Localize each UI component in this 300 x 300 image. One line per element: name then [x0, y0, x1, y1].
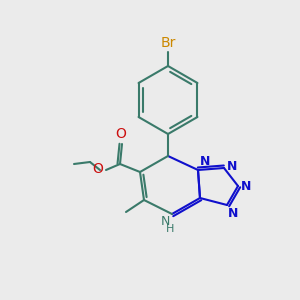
Text: N: N — [228, 207, 238, 220]
Text: Br: Br — [160, 36, 176, 50]
Text: H: H — [166, 224, 174, 234]
Text: O: O — [92, 162, 103, 176]
Text: N: N — [227, 160, 237, 173]
Text: N: N — [241, 179, 251, 193]
Text: N: N — [200, 155, 210, 168]
Text: O: O — [116, 127, 126, 141]
Text: N: N — [160, 215, 170, 228]
